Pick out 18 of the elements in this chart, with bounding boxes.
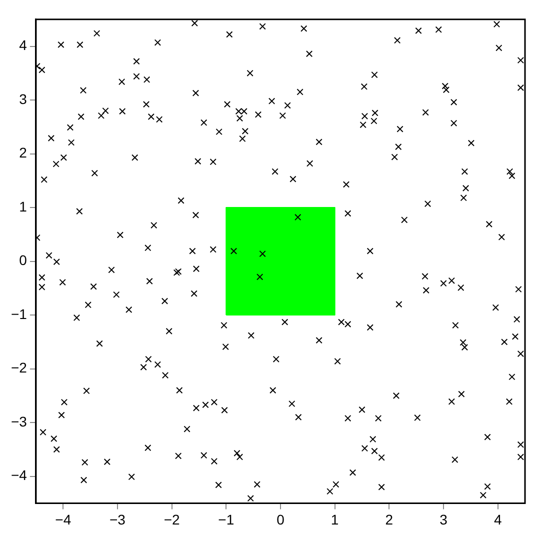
x-tick-label: 1	[330, 511, 339, 528]
y-tick-label: 4	[19, 37, 28, 54]
y-tick-label: −4	[10, 467, 28, 484]
y-tick-label: −2	[10, 360, 28, 376]
x-tick-label: −4	[55, 511, 72, 528]
y-tick-label: 2	[19, 144, 28, 161]
x-tick-label: 4	[494, 511, 502, 528]
x-tick-label: −2	[164, 511, 180, 528]
x-tick-label: 3	[440, 511, 448, 528]
x-tick-label: −3	[109, 511, 126, 528]
x-tick-label: −1	[218, 511, 234, 528]
y-tick-label: −3	[10, 413, 28, 430]
y-tick-label: 3	[19, 90, 28, 107]
y-tick-label: −1	[10, 306, 28, 322]
x-tick-label: 0	[276, 511, 285, 528]
y-tick-label: 0	[19, 252, 28, 268]
y-tick-label: 1	[19, 198, 28, 214]
x-tick-label: 2	[385, 511, 394, 528]
